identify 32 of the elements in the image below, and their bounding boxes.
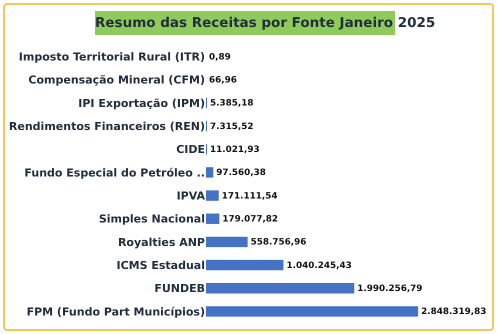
y-tick-label: Compensação Mineral (CFM) [28, 74, 205, 87]
y-tick-label: Royalties ANP [118, 236, 205, 249]
bar [206, 167, 214, 178]
y-tick-label: IPI Exportação (IPM) [78, 96, 205, 110]
y-tick-label: Fundo Especial do Petróleo .. [24, 166, 205, 180]
data-label: 1.040.245,43 [286, 260, 352, 271]
data-label: 66,96 [209, 76, 237, 86]
y-tick-label: Rendimentos Financeiros (REN) [8, 120, 205, 133]
bar [206, 306, 418, 317]
data-label: 7.315,52 [210, 122, 254, 132]
data-label: 2.848.319,83 [421, 307, 486, 318]
bar [206, 214, 220, 224]
bar [206, 260, 284, 270]
y-tick-label: ICMS Estadual [116, 258, 205, 272]
data-label: 0,89 [209, 52, 231, 62]
data-label: 11.021,93 [210, 145, 260, 156]
y-tick-label: CIDE [176, 143, 205, 156]
data-label: 1.990.256,79 [357, 284, 422, 294]
y-tick-label: Simples Nacional [98, 212, 205, 226]
y-tick-label: FPM (Fundo Part Municípios) [26, 305, 205, 318]
data-label: 171.111,54 [222, 191, 278, 202]
y-tick-label: Imposto Territorial Rural (ITR) [18, 50, 205, 64]
bar [206, 283, 354, 294]
y-tick-label: FUNDEB [154, 282, 205, 296]
y-tick-label: IPVA [176, 189, 206, 202]
data-label: 558.756,96 [250, 238, 306, 248]
bar [206, 190, 219, 201]
data-label: 5.385,18 [210, 98, 254, 109]
bar [206, 236, 248, 248]
chart-title: Resumo das Receitas por Fonte Janeiro 2025 [95, 14, 436, 33]
data-label: 179.077,82 [222, 214, 278, 225]
data-label: 97.560,38 [216, 168, 266, 178]
